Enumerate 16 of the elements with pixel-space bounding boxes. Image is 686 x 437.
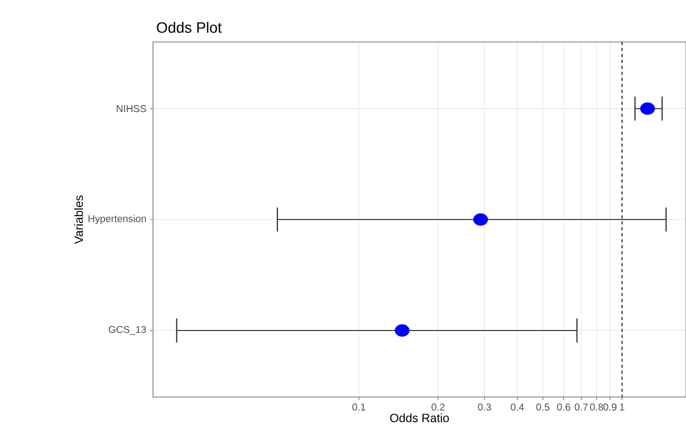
x-tick-label: 0.9: [603, 404, 616, 411]
x-tick-label: 0.3: [478, 404, 491, 411]
chart-title: Odds Plot: [156, 22, 222, 33]
x-tick-label: 1: [620, 404, 624, 410]
x-tick-label: 0.6: [557, 404, 570, 411]
x-tick-label: 0.4: [510, 404, 524, 411]
y-axis-title: Variables: [74, 195, 83, 244]
x-tick-label: 0.7: [574, 404, 588, 411]
x-tick-label: 0.2: [432, 404, 445, 411]
x-tick-label: 0.5: [536, 404, 550, 411]
x-tick-label: 0.1: [352, 404, 366, 411]
y-tick-label: GCS_13: [108, 326, 146, 335]
x-axis-title: Odds Ratio: [390, 413, 449, 422]
x-tick-label: 0.8: [590, 404, 604, 411]
y-tick-label: NIHSS: [116, 105, 146, 112]
y-tick-label: Hypertension: [88, 214, 146, 224]
